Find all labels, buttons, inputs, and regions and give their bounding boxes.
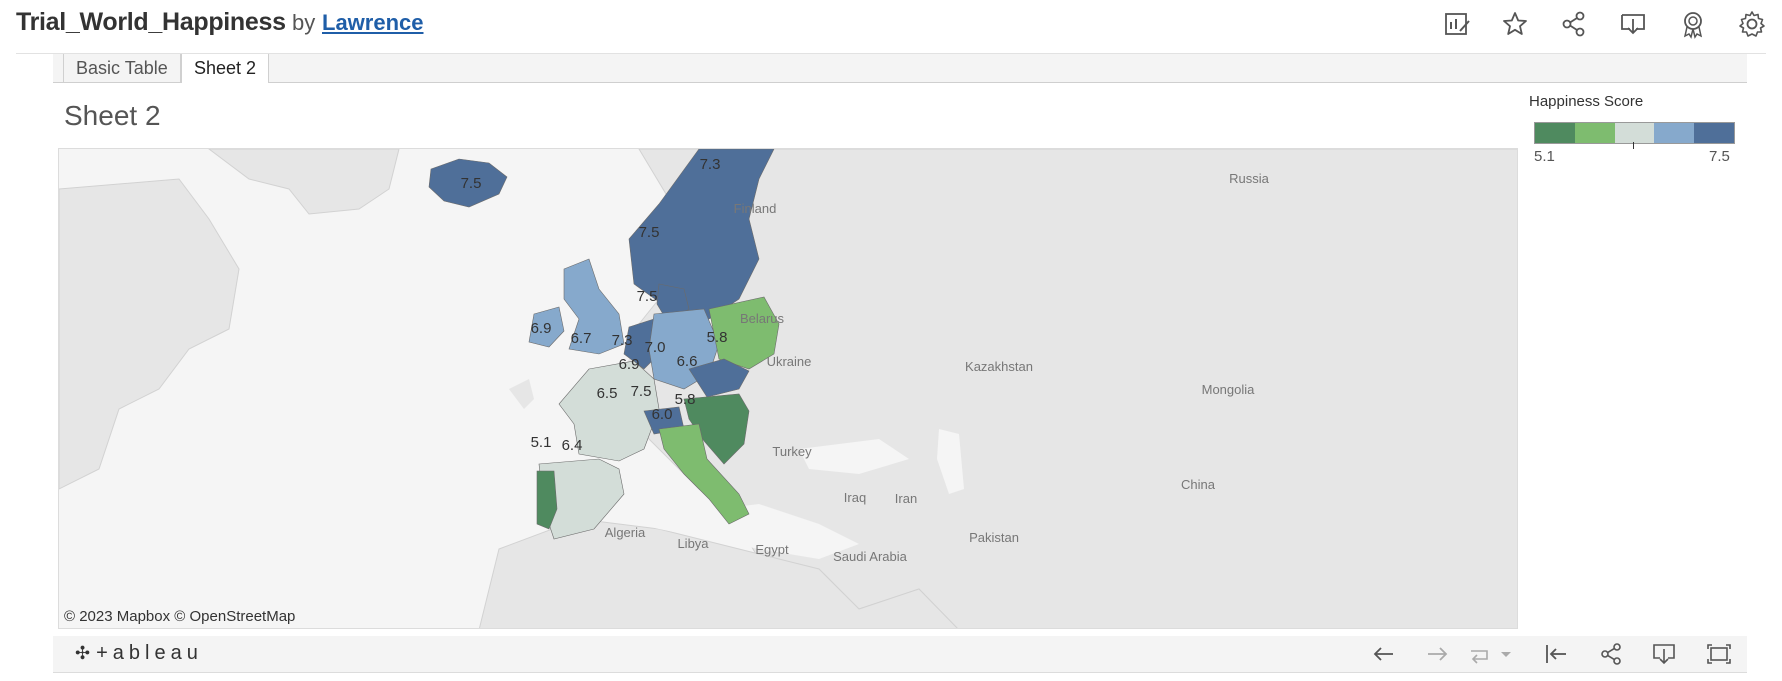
share-icon[interactable]	[1598, 642, 1624, 666]
color-legend-bar[interactable]	[1534, 122, 1735, 144]
value-label-germany: 7.0	[644, 339, 666, 356]
author-link[interactable]: Lawrence	[322, 10, 424, 35]
settings-icon[interactable]	[1737, 9, 1767, 39]
by-label: by	[292, 10, 316, 35]
tableau-wordmark: +ableau	[96, 642, 203, 664]
value-label-czechia: 6.6	[676, 353, 698, 370]
place-label-finland: Finland	[733, 201, 777, 216]
place-label-pakistan: Pakistan	[969, 530, 1019, 545]
place-label-russia: Russia	[1229, 171, 1269, 186]
place-label-belarus: Belarus	[739, 311, 785, 326]
sea-caspian	[937, 429, 964, 494]
reset-icon[interactable]	[1543, 642, 1569, 666]
value-label-austria-slovenia: 5.8	[674, 391, 696, 408]
legend-max-label: 7.5	[1709, 148, 1730, 165]
legend-swatch-4[interactable]	[1694, 123, 1734, 143]
country-austria-slovenia[interactable]	[683, 393, 750, 465]
place-label-kazakhstan: Kazakhstan	[965, 359, 1033, 374]
legend-swatch-1[interactable]	[1574, 123, 1615, 143]
download-icon[interactable]	[1651, 642, 1677, 666]
value-label-poland: 5.8	[706, 329, 728, 346]
country-norway-sweden[interactable]	[628, 149, 775, 330]
country-iceland[interactable]	[428, 158, 508, 208]
revert-icon[interactable]	[1467, 642, 1493, 666]
undo-icon[interactable]	[1371, 642, 1397, 666]
country-portugal[interactable]	[536, 470, 558, 530]
sheet-title: Sheet 2	[64, 100, 161, 131]
legend-swatch-3[interactable]	[1654, 123, 1695, 143]
value-label-portugal: 5.1	[530, 434, 552, 451]
place-label-libya: Libya	[677, 536, 709, 551]
value-label-spain: 6.4	[561, 437, 583, 454]
tableau-cross-icon: ✣	[75, 643, 91, 663]
badge-icon[interactable]	[1678, 9, 1708, 39]
map-canvas	[59, 149, 1517, 628]
viz-toolbar: ✣ +ableau	[53, 636, 1747, 673]
place-label-saudi-arabia: Saudi Arabia	[833, 549, 907, 564]
land-greenland	[208, 149, 400, 215]
workbook-title: Trial_World_Happiness	[16, 8, 286, 36]
workbook-header: Trial_World_Happiness by Lawrence	[0, 0, 1782, 50]
sea-mediterranean	[619, 499, 859, 559]
tableau-logo[interactable]: ✣ +ableau	[75, 642, 203, 665]
place-label-turkey: Turkey	[772, 444, 812, 459]
value-label-france: 6.5	[596, 385, 618, 402]
tab-sheet-2[interactable]: Sheet 2	[181, 54, 270, 83]
place-label-ukraine: Ukraine	[766, 354, 812, 369]
place-label-algeria: Algeria	[604, 525, 646, 540]
value-label-norway: 7.5	[638, 224, 660, 241]
value-label-uk: 6.7	[570, 330, 592, 347]
legend-title: Happiness Score	[1529, 93, 1644, 110]
legend-swatch-0[interactable]	[1535, 123, 1575, 143]
land-uk-grey	[509, 379, 534, 409]
view-data-icon[interactable]	[1442, 9, 1472, 39]
share-icon[interactable]	[1559, 9, 1589, 39]
value-label-denmark: 7.5	[636, 288, 658, 305]
sheet-tab-bar: Basic Table Sheet 2	[53, 54, 1747, 83]
country-ireland[interactable]	[528, 306, 565, 348]
land-africa	[478, 518, 958, 628]
place-label-china: China	[1181, 477, 1215, 492]
map-attribution: © 2023 Mapbox © OpenStreetMap	[64, 608, 296, 625]
land-north-america	[59, 178, 240, 490]
value-label-ireland: 6.9	[530, 320, 552, 337]
place-label-mongolia: Mongolia	[1201, 382, 1255, 397]
dropdown-icon[interactable]	[1493, 642, 1511, 666]
value-label-netherlands: 7.3	[611, 332, 633, 349]
filled-map[interactable]: 7.5 7.5 7.3 7.5 6.9 6.7 7.3 6.9 7.0 5.8 6.6 6.5 7.5 5…	[58, 148, 1518, 629]
star-icon[interactable]	[1500, 9, 1530, 39]
legend-min-label: 5.1	[1534, 148, 1555, 165]
place-label-iran: Iran	[894, 491, 918, 506]
country-czechia[interactable]	[688, 358, 750, 398]
download-icon[interactable]	[1618, 9, 1648, 39]
header-divider	[16, 53, 1766, 54]
sea-black	[799, 439, 909, 474]
country-italy[interactable]	[658, 423, 750, 525]
value-label-italy: 6.0	[651, 406, 673, 423]
place-label-iraq: Iraq	[843, 490, 867, 505]
value-label-belgium: 6.9	[618, 356, 640, 373]
value-label-sweden: 7.3	[699, 156, 721, 173]
value-label-switzerland: 7.5	[630, 383, 652, 400]
fullscreen-icon[interactable]	[1706, 642, 1732, 666]
country-uk[interactable]	[563, 258, 625, 355]
place-label-egypt: Egypt	[755, 542, 789, 557]
tab-basic-table[interactable]: Basic Table	[63, 54, 181, 82]
legend-swatch-2[interactable]	[1614, 123, 1655, 143]
value-label-iceland: 7.5	[460, 175, 482, 192]
country-france[interactable]	[558, 360, 660, 462]
redo-icon[interactable]	[1424, 642, 1450, 666]
country-poland[interactable]	[708, 296, 780, 370]
legend-midpoint-tick	[1633, 142, 1634, 149]
